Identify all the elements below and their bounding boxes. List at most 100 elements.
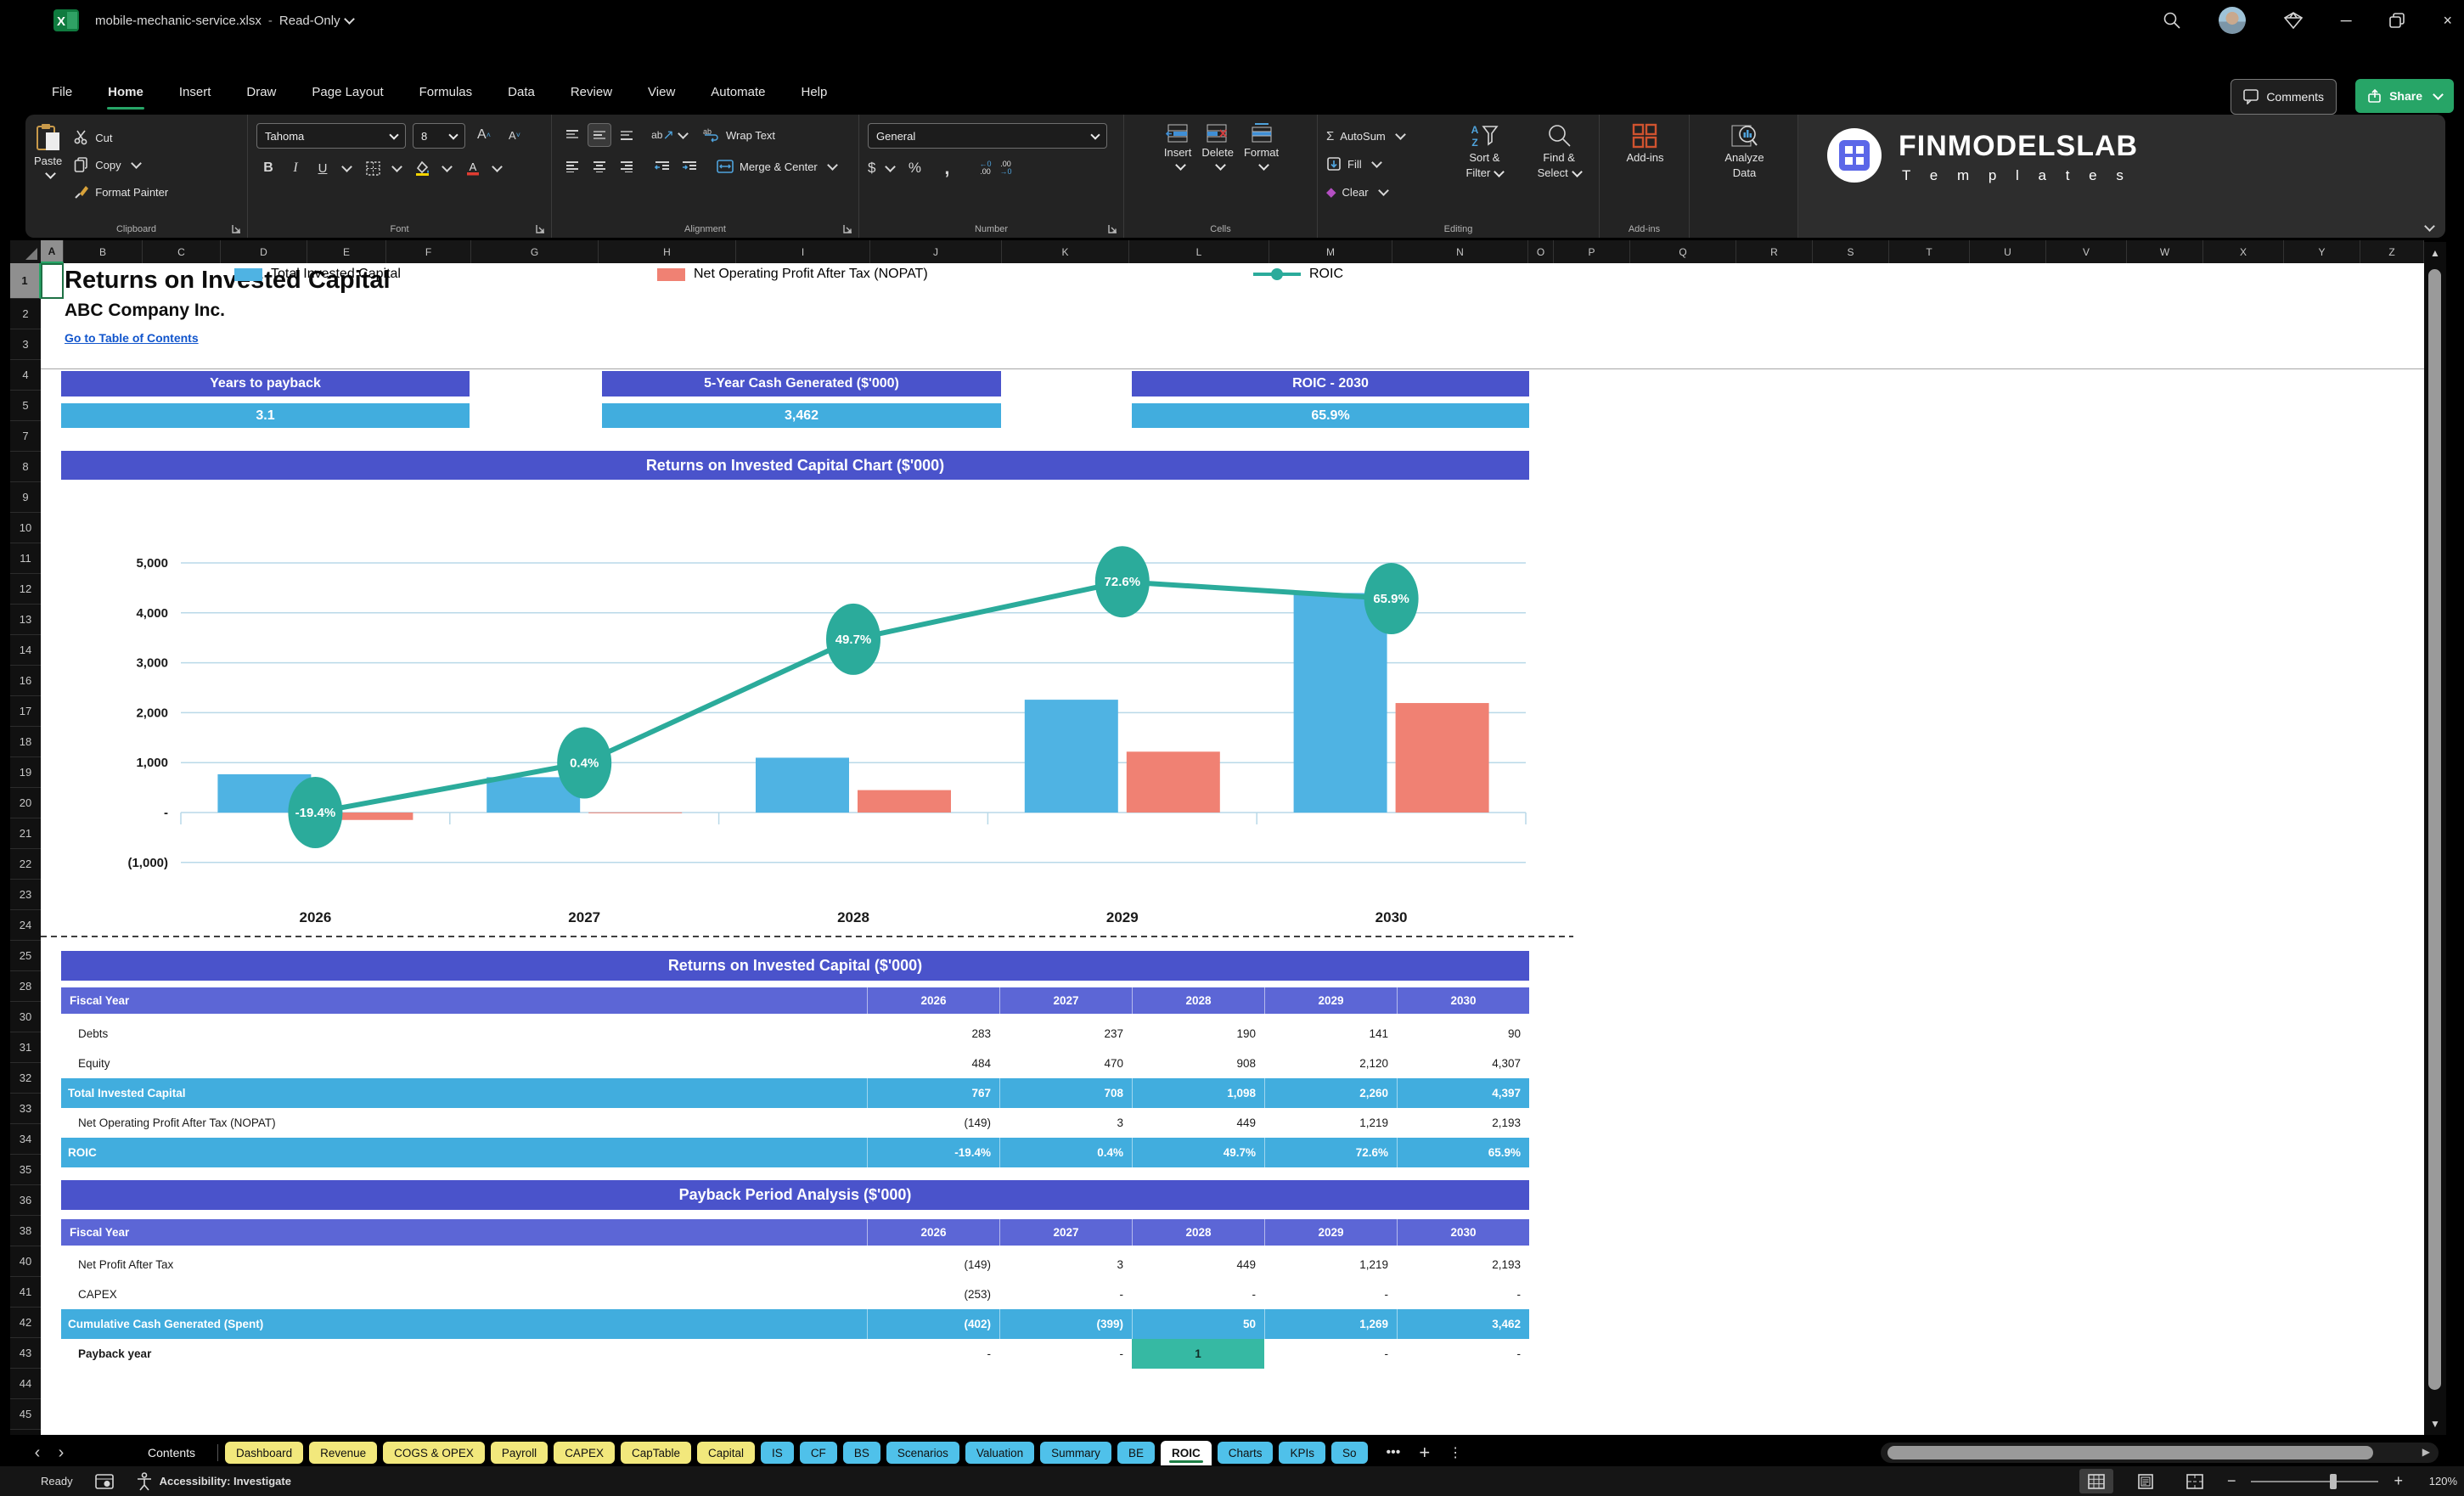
cell-value[interactable]: - <box>1384 1347 1389 1360</box>
cell-value[interactable]: 2,193 <box>1492 1116 1521 1129</box>
orientation-button[interactable]: ab ↗ <box>650 123 689 147</box>
cell-value[interactable]: 0.4% <box>999 1138 1132 1167</box>
cell-value[interactable]: 484 <box>971 1057 991 1070</box>
cell-value[interactable]: 283 <box>971 1027 991 1040</box>
cell-value[interactable]: - <box>1252 1288 1257 1301</box>
row-header-35[interactable]: 35 <box>10 1155 41 1185</box>
autosum-button[interactable]: Σ AutoSum <box>1326 125 1443 147</box>
column-header-J[interactable]: J <box>870 240 1002 263</box>
comments-button[interactable]: Comments <box>2231 79 2337 115</box>
collapse-ribbon-icon[interactable] <box>2424 221 2435 232</box>
cell-value[interactable]: 141 <box>1369 1027 1388 1040</box>
sheet-tab-dashboard[interactable]: Dashboard <box>225 1442 304 1464</box>
cell-value[interactable]: 3,462 <box>1397 1309 1529 1339</box>
row-header-11[interactable]: 11 <box>10 543 41 574</box>
comma-button[interactable]: , <box>944 157 950 178</box>
cell-value[interactable]: 4,397 <box>1397 1078 1529 1108</box>
page-layout-view-button[interactable] <box>2129 1469 2163 1493</box>
zoom-level[interactable]: 120% <box>2428 1475 2457 1488</box>
row-header-19[interactable]: 19 <box>10 757 41 788</box>
row-header-43[interactable]: 43 <box>10 1338 41 1369</box>
sheet-tab-valuation[interactable]: Valuation <box>965 1442 1035 1464</box>
clear-button[interactable]: ◆ Clear <box>1326 181 1443 203</box>
cell-value[interactable]: 190 <box>1236 1027 1256 1040</box>
row-header-2[interactable]: 2 <box>10 299 41 329</box>
normal-view-button[interactable] <box>2079 1469 2113 1493</box>
column-header-X[interactable]: X <box>2203 240 2284 263</box>
increase-font-button[interactable]: A ˄ <box>477 127 491 142</box>
cell-value[interactable]: 2,120 <box>1359 1057 1388 1070</box>
decrease-decimal-button[interactable]: .00 →0 <box>999 160 1012 176</box>
column-header-P[interactable]: P <box>1554 240 1630 263</box>
column-header-T[interactable]: T <box>1889 240 1970 263</box>
cell-value[interactable]: 72.6% <box>1264 1138 1397 1167</box>
cell-value[interactable]: 470 <box>1104 1057 1123 1070</box>
row-header-17[interactable]: 17 <box>10 696 41 727</box>
borders-button[interactable] <box>361 156 385 180</box>
column-header-L[interactable]: L <box>1129 240 1269 263</box>
align-middle-button[interactable] <box>588 123 611 147</box>
zoom-slider[interactable] <box>2251 1473 2379 1489</box>
column-header-U[interactable]: U <box>1970 240 2046 263</box>
cell-value[interactable]: 449 <box>1236 1116 1256 1129</box>
column-header-N[interactable]: N <box>1392 240 1528 263</box>
row-header-1[interactable]: 1 <box>10 263 41 299</box>
row-header-33[interactable]: 33 <box>10 1094 41 1124</box>
vertical-scrollbar[interactable]: ▲ ▼ <box>2424 242 2446 1435</box>
delete-cells-button[interactable]: Delete <box>1201 123 1234 217</box>
row-header-44[interactable]: 44 <box>10 1369 41 1399</box>
clipboard-dialog-launcher[interactable] <box>232 224 241 233</box>
number-dialog-launcher[interactable] <box>1108 224 1117 233</box>
cut-button[interactable]: Cut <box>74 127 168 149</box>
row-header-42[interactable]: 42 <box>10 1308 41 1338</box>
minimize-button[interactable]: ─ <box>2340 11 2352 29</box>
menu-formulas[interactable]: Formulas <box>419 85 473 99</box>
cell-value[interactable]: 1,219 <box>1359 1258 1388 1271</box>
cell-value[interactable]: 2,260 <box>1264 1078 1397 1108</box>
align-bottom-button[interactable] <box>615 123 639 147</box>
read-only-badge[interactable]: Read-Only <box>278 13 340 28</box>
column-header-B[interactable]: B <box>64 240 143 263</box>
column-header-W[interactable]: W <box>2127 240 2203 263</box>
accessibility-status[interactable]: Accessibility: Investigate <box>136 1471 291 1491</box>
underline-button[interactable]: U <box>318 160 328 176</box>
column-header-D[interactable]: D <box>221 240 307 263</box>
menu-view[interactable]: View <box>648 85 676 99</box>
cell-value[interactable]: 449 <box>1236 1258 1256 1271</box>
row-header-8[interactable]: 8 <box>10 452 41 482</box>
column-header-M[interactable]: M <box>1269 240 1392 263</box>
row-header-10[interactable]: 10 <box>10 513 41 543</box>
cell-value[interactable]: 90 <box>1507 1027 1521 1040</box>
chevron-down-icon[interactable] <box>442 161 453 172</box>
menu-home[interactable]: Home <box>90 80 161 110</box>
menu-page-layout[interactable]: Page Layout <box>312 85 384 99</box>
percent-button[interactable]: % <box>908 160 922 176</box>
premium-icon[interactable] <box>2283 11 2304 30</box>
sheet-tab-capex[interactable]: CAPEX <box>554 1442 615 1464</box>
font-size-select[interactable]: 8 <box>413 123 465 149</box>
sheet-tab-summary[interactable]: Summary <box>1040 1442 1111 1464</box>
sheet-tab-so[interactable]: So <box>1330 1442 1368 1464</box>
cell-value[interactable]: - <box>1119 1347 1124 1360</box>
column-header-S[interactable]: S <box>1813 240 1889 263</box>
column-header-Y[interactable]: Y <box>2284 240 2360 263</box>
cell-value[interactable]: 2,193 <box>1492 1258 1521 1271</box>
format-cells-button[interactable]: Format <box>1244 123 1279 217</box>
legend-item-roic[interactable]: ROIC <box>1253 263 1343 285</box>
legend-item-net-operating-profit-after-tax-nopat[interactable]: Net Operating Profit After Tax (NOPAT) <box>657 263 928 285</box>
cell-value[interactable]: 4,307 <box>1492 1057 1521 1070</box>
table-of-contents-link[interactable]: Go to Table of Contents <box>65 331 199 345</box>
scroll-right-icon[interactable]: ▶ <box>2422 1446 2430 1458</box>
row-header-13[interactable]: 13 <box>10 605 41 635</box>
row-header-40[interactable]: 40 <box>10 1246 41 1277</box>
row-header-30[interactable]: 30 <box>10 1002 41 1032</box>
column-header-O[interactable]: O <box>1528 240 1554 263</box>
tab-contents[interactable]: Contents <box>148 1446 196 1459</box>
alignment-dialog-launcher[interactable] <box>843 224 852 233</box>
row-header-5[interactable]: 5 <box>10 391 41 421</box>
sheet-tab-revenue[interactable]: Revenue <box>309 1442 378 1464</box>
format-painter-button[interactable]: Format Painter <box>74 181 168 203</box>
column-header-G[interactable]: G <box>471 240 599 263</box>
cell-value[interactable]: - <box>987 1347 992 1360</box>
tabs-scroll-right-icon[interactable]: › <box>58 1443 65 1462</box>
